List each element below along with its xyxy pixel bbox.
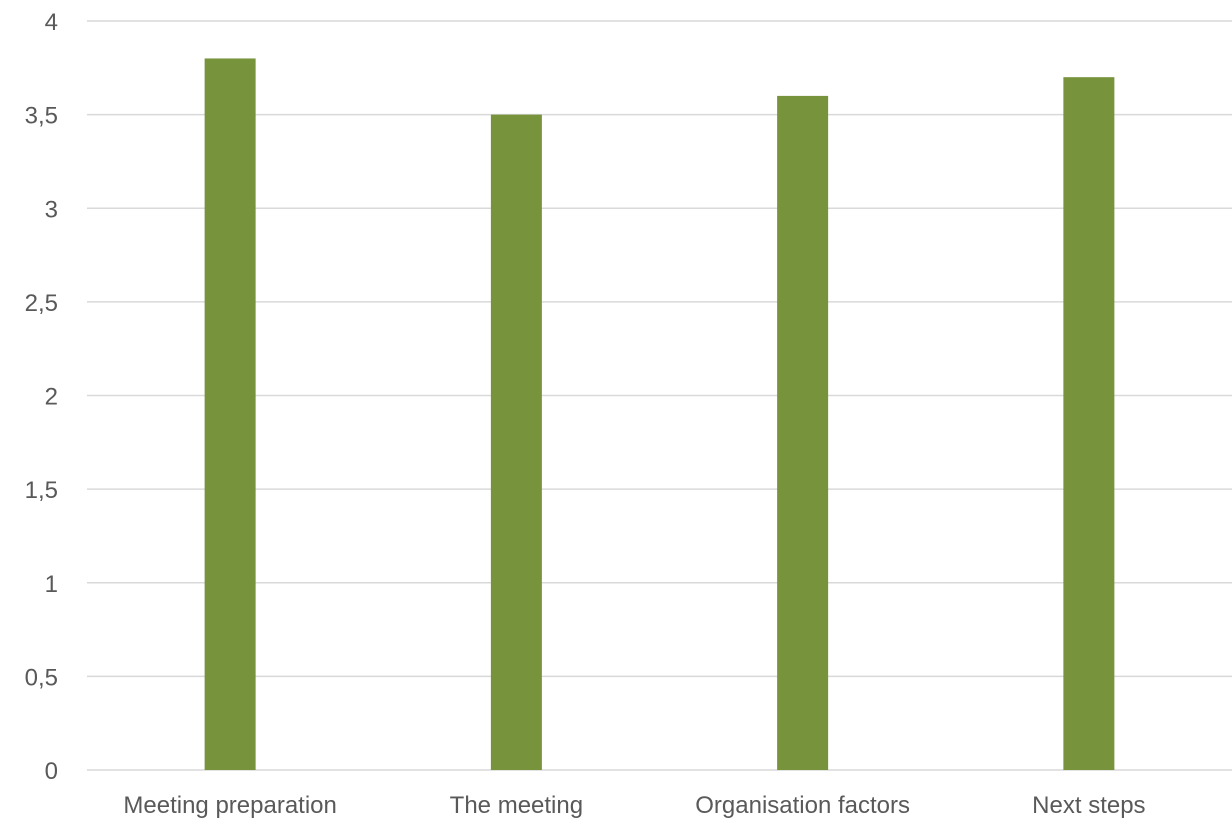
y-axis-tick-labels: 0 0,5 1 1,5 2 2,5 3 3,5 4: [25, 9, 58, 785]
x-axis-tick-labels: Meeting preparation The meeting Organisati…: [123, 792, 1145, 819]
x-tick-label: Next steps: [1032, 792, 1145, 819]
x-tick-label: Meeting preparation: [123, 792, 336, 819]
x-tick-label: Organisation factors: [695, 792, 910, 819]
bar: [204, 58, 256, 770]
y-tick-label: 2: [45, 384, 58, 411]
bars: [204, 58, 1115, 771]
y-tick-label: 3,5: [25, 103, 58, 130]
y-tick-label: 0,5: [25, 664, 58, 691]
y-tick-label: 1: [45, 571, 58, 598]
grid-lines: [87, 20, 1232, 771]
bar: [1063, 77, 1115, 771]
bar: [490, 114, 542, 770]
y-tick-label: 4: [45, 9, 58, 36]
x-tick-label: The meeting: [450, 792, 583, 819]
y-tick-label: 1,5: [25, 477, 58, 504]
y-tick-label: 2,5: [25, 290, 58, 317]
bar: [777, 95, 829, 770]
y-tick-label: 0: [45, 758, 58, 785]
y-tick-label: 3: [45, 196, 58, 223]
